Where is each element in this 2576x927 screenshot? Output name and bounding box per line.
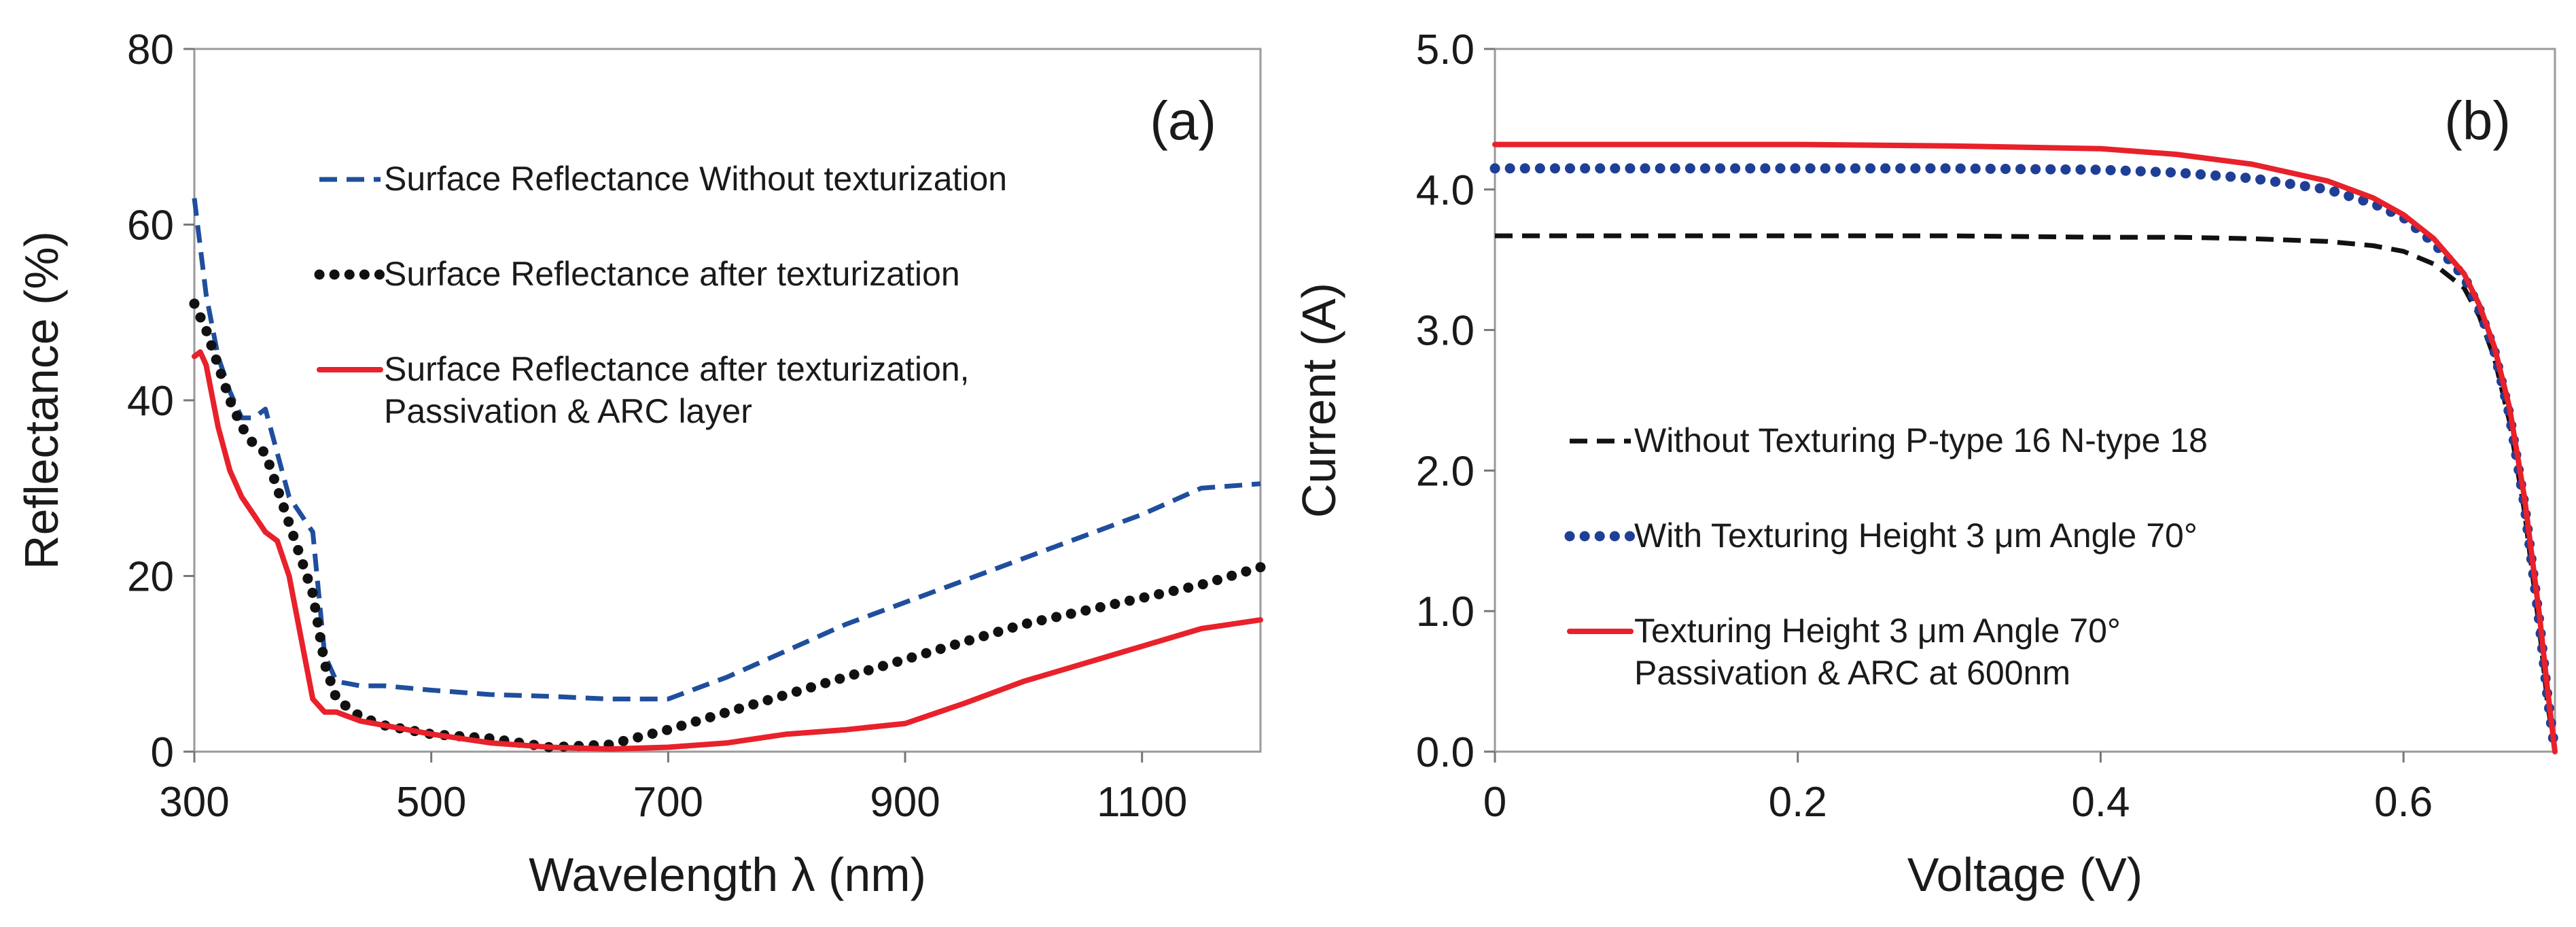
legend-text-line: Without Texturing P-type 16 N-type 18 bbox=[1634, 421, 2208, 459]
y-axis-label: Current (A) bbox=[1292, 283, 1345, 518]
legend-text-line: With Texturing Height 3 μm Angle 70° bbox=[1634, 517, 2198, 555]
y-tick-label: 60 bbox=[127, 203, 174, 249]
legend-entry-1: Without Texturing P-type 16 N-type 18 bbox=[1634, 421, 2208, 459]
x-tick-label: 0.6 bbox=[2374, 779, 2433, 826]
legend-text-line: Passivation & ARC at 600nm bbox=[1634, 654, 2070, 692]
y-tick-label: 0.0 bbox=[1416, 729, 1475, 776]
legend-entry-3: Surface Reflectance after texturization,… bbox=[384, 350, 970, 430]
y-tick-label: 0 bbox=[151, 729, 174, 776]
y-tick-label: 1.0 bbox=[1416, 589, 1475, 635]
x-tick-label: 500 bbox=[396, 779, 466, 826]
y-tick-label: 4.0 bbox=[1416, 167, 1475, 214]
legend-entry-3: Texturing Height 3 μm Angle 70° Passivati… bbox=[1634, 612, 2121, 692]
x-tick-label: 1100 bbox=[1097, 779, 1187, 826]
chart-b: 0 0.2 0.4 0.6 0.0 1.0 2.0 3.0 4.0 5.0 Voltage (V) C… bbox=[1292, 27, 2560, 901]
x-tick-label: 700 bbox=[633, 779, 703, 826]
y-tick-label: 20 bbox=[127, 554, 174, 601]
series-line-2 bbox=[189, 298, 1266, 752]
legend-text-line: Passivation & ARC layer bbox=[384, 392, 752, 430]
y-tick-label: 5.0 bbox=[1416, 27, 1475, 73]
y-tick-label: 2.0 bbox=[1416, 448, 1475, 495]
x-tick-label: 300 bbox=[159, 779, 229, 826]
x-tick-label: 0.4 bbox=[2071, 779, 2130, 826]
legend-entry-2: With Texturing Height 3 μm Angle 70° bbox=[1634, 517, 2198, 555]
series-line-1 bbox=[1495, 233, 2558, 752]
legend-text-line: Surface Reflectance Without texturizatio… bbox=[384, 160, 1007, 198]
panel-label: (a) bbox=[1150, 90, 1216, 151]
x-tick-label: 0 bbox=[1483, 779, 1506, 826]
chart-a: 300 500 700 900 1100 0 20 40 60 80 Wavelength λ (n… bbox=[15, 27, 1266, 901]
y-tick-label: 40 bbox=[127, 378, 174, 425]
legend-text-line: Texturing Height 3 μm Angle 70° bbox=[1634, 612, 2121, 650]
legend-entry-1: Surface Reflectance Without texturizatio… bbox=[384, 160, 1007, 198]
legend-text-line: Surface Reflectance after texturization, bbox=[384, 350, 970, 388]
series-line-3 bbox=[1492, 141, 2558, 754]
series-line-3 bbox=[192, 349, 1263, 752]
legend-entry-2: Surface Reflectance after texturization bbox=[384, 255, 960, 293]
y-axis-label: Reflectance (%) bbox=[15, 231, 68, 570]
panel-label: (b) bbox=[2444, 90, 2511, 151]
x-tick-label: 900 bbox=[870, 779, 940, 826]
plot-frame bbox=[1494, 48, 2556, 753]
y-tick-label: 3.0 bbox=[1416, 308, 1475, 355]
y-tick-label: 80 bbox=[127, 27, 174, 73]
series-line-1 bbox=[192, 198, 1261, 701]
x-axis-label: Voltage (V) bbox=[1907, 848, 2142, 901]
legend-text-line: Surface Reflectance after texturization bbox=[384, 255, 960, 293]
x-tick-label: 0.2 bbox=[1769, 779, 1827, 826]
x-axis-label: Wavelength λ (nm) bbox=[529, 848, 926, 901]
